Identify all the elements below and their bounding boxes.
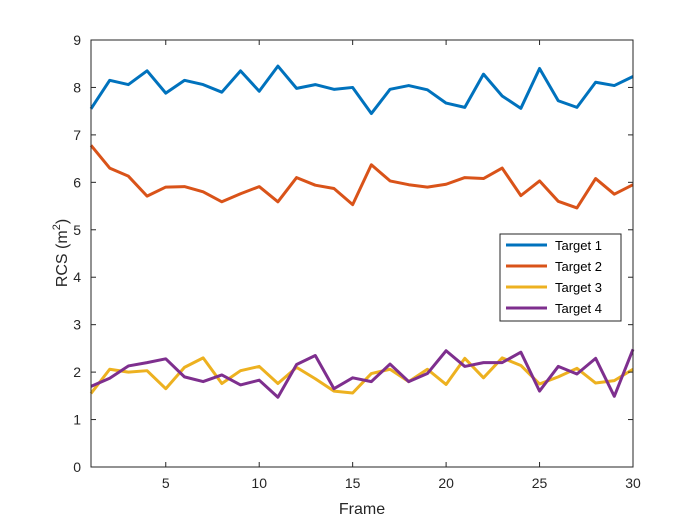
legend-label-target-2: Target 2 xyxy=(555,259,602,274)
y-axis-title-superscript: 2 xyxy=(51,224,63,230)
legend: Target 1 Target 2 Target 3 Target 4 xyxy=(499,233,622,322)
x-tick-label: 15 xyxy=(345,475,361,491)
x-tick-label: 30 xyxy=(625,475,641,491)
series-line-target-2 xyxy=(89,144,634,210)
y-tick-label: 5 xyxy=(73,222,81,238)
plot-frame xyxy=(90,39,634,468)
y-tick-label: 8 xyxy=(73,79,81,95)
y-tick-label: 1 xyxy=(73,412,81,428)
y-axis-title: RCS (m2) xyxy=(51,219,71,287)
x-tick-label: 10 xyxy=(251,475,267,491)
y-tick-label: 4 xyxy=(73,269,81,285)
y-tick-label: 3 xyxy=(73,317,81,333)
legend-label-target-4: Target 4 xyxy=(555,301,602,316)
y-tick-label: 2 xyxy=(73,364,81,380)
legend-label-target-3: Target 3 xyxy=(555,280,602,295)
series-line-target-4 xyxy=(90,348,635,399)
x-axis-title: Frame xyxy=(339,501,385,518)
y-tick-label: 6 xyxy=(73,174,81,190)
y-tick-label: 9 xyxy=(73,32,81,48)
series-line-target-1 xyxy=(89,64,634,116)
legend-label-target-1: Target 1 xyxy=(555,238,602,253)
y-tick-label: 7 xyxy=(73,127,81,143)
x-tick-label: 5 xyxy=(162,475,170,491)
series-line-target-3 xyxy=(89,356,634,395)
series-layer xyxy=(89,64,635,399)
y-axis-title-close: ) xyxy=(54,219,71,224)
tick-layer: 5 10 15 20 25 30 0 1 2 3 4 5 6 7 8 9 xyxy=(73,32,641,491)
y-tick-label: 0 xyxy=(73,459,81,475)
x-tick-label: 20 xyxy=(438,475,454,491)
x-tick-label: 25 xyxy=(532,475,548,491)
y-axis-title-main: RCS (m xyxy=(54,230,71,287)
